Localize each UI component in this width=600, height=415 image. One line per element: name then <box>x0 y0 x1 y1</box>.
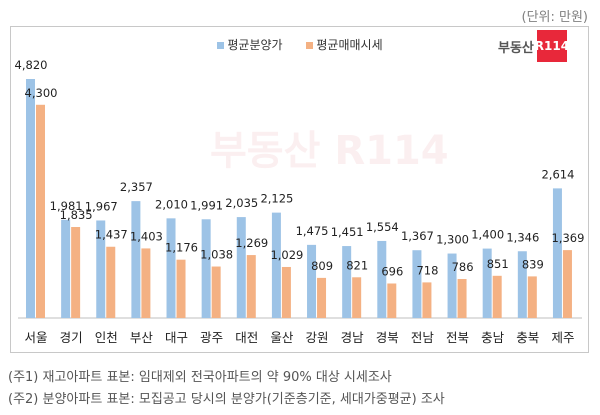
category-label: 인천 <box>95 330 118 345</box>
data-label: 1,403 <box>130 229 163 243</box>
unit-label: (단위: 만원) <box>521 10 589 25</box>
category-label: 광주 <box>200 330 223 345</box>
data-label: 4,820 <box>15 58 48 72</box>
data-label: 1,300 <box>436 233 469 247</box>
data-label: 2,010 <box>155 197 188 211</box>
data-label: 1,269 <box>235 236 268 250</box>
category-label: 대구 <box>165 330 188 345</box>
bar-avg-market-price <box>176 259 186 318</box>
category-label: 강원 <box>306 330 329 345</box>
data-label: 839 <box>522 257 544 271</box>
data-label: 1,038 <box>200 248 233 262</box>
data-label: 2,035 <box>225 196 258 210</box>
bar-avg-market-price <box>106 246 116 318</box>
bar-avg-sale-price <box>377 240 387 318</box>
logo-text: 부동산 <box>498 40 534 56</box>
legend-swatch <box>306 42 314 49</box>
legend-swatch <box>217 42 225 49</box>
data-label: 821 <box>346 258 368 272</box>
category-label: 충북 <box>516 330 539 345</box>
legend-label: 평균매매시세 <box>316 38 383 52</box>
bar-avg-sale-price <box>201 219 211 318</box>
bar-avg-sale-price <box>96 220 106 318</box>
data-label: 1,554 <box>366 220 399 234</box>
data-label: 809 <box>311 259 333 273</box>
data-label: 1,967 <box>85 199 118 213</box>
data-label: 1,475 <box>296 224 329 238</box>
bar-avg-market-price <box>422 282 432 318</box>
category-label: 서울 <box>24 330 47 345</box>
bar-avg-market-price <box>527 276 537 318</box>
data-label: 718 <box>416 263 438 277</box>
bar-avg-market-price <box>562 250 572 318</box>
category-label: 경기 <box>60 330 83 345</box>
bar-avg-market-price <box>457 279 467 318</box>
bar-avg-market-price <box>211 266 221 318</box>
data-label: 1,176 <box>165 241 198 255</box>
legend: 평균분양가 평균매매시세 <box>0 36 600 53</box>
category-label: 경남 <box>341 330 365 345</box>
data-label: 1,451 <box>331 225 364 239</box>
data-label: 1,981 <box>50 199 83 213</box>
bar-avg-sale-price <box>61 219 71 318</box>
category-label: 충남 <box>481 330 505 345</box>
bar-avg-sale-price <box>517 251 527 318</box>
data-label: 786 <box>452 260 474 274</box>
data-label: 1,367 <box>401 229 434 243</box>
chart-frame <box>10 26 589 353</box>
bar-avg-sale-price <box>482 248 492 318</box>
bar-avg-market-price <box>317 277 327 318</box>
data-label: 4,300 <box>25 86 58 100</box>
category-label: 대전 <box>235 330 258 345</box>
bar-avg-market-price <box>281 266 291 318</box>
bar-avg-sale-price <box>166 218 176 318</box>
category-label: 경북 <box>376 330 399 345</box>
data-label: 2,357 <box>120 180 153 194</box>
bar-avg-market-price <box>352 277 362 318</box>
legend-item: 평균분양가 <box>217 36 283 53</box>
data-label: 1,400 <box>471 228 504 242</box>
data-label: 2,614 <box>541 167 574 181</box>
bar-avg-sale-price <box>342 246 352 318</box>
category-label: 부산 <box>130 330 154 345</box>
data-label: 1,835 <box>60 208 93 222</box>
data-label: 2,125 <box>260 192 293 206</box>
watermark: 부동산 R114 <box>210 128 449 174</box>
category-label: 전남 <box>411 330 435 345</box>
bar-avg-market-price <box>141 248 151 318</box>
bar-avg-sale-price <box>236 217 246 318</box>
data-label: 851 <box>487 257 509 271</box>
category-label: 전북 <box>446 330 469 345</box>
data-label: 1,437 <box>95 228 128 242</box>
bar-avg-sale-price <box>26 79 35 318</box>
logo: 부동산 R114 <box>498 30 569 62</box>
footnote-1: (주1) 재고아파트 표본: 임대제외 전국아파트의 약 90% 대상 시세조사 <box>8 370 392 385</box>
data-label: 1,991 <box>190 198 223 212</box>
category-label: 울산 <box>270 330 294 345</box>
legend-label: 평균분양가 <box>227 38 283 52</box>
bar-avg-market-price <box>492 275 502 318</box>
data-label: 696 <box>381 264 403 278</box>
bar-avg-sale-price <box>552 188 562 318</box>
bar-avg-sale-price <box>412 250 422 318</box>
bar-avg-market-price <box>36 104 45 318</box>
legend-item: 평균매매시세 <box>306 36 383 53</box>
data-label: 1,346 <box>506 230 539 244</box>
bar-avg-market-price <box>246 255 256 318</box>
footnote-2: (주2) 분양아파트 표본: 모집공고 당시의 분양가(기준층기준, 세대가중평… <box>8 392 445 407</box>
bar-avg-sale-price <box>271 212 281 318</box>
bar-avg-market-price <box>71 227 81 318</box>
bar-avg-sale-price <box>131 201 141 318</box>
bar-avg-sale-price <box>307 244 317 318</box>
category-label: 제주 <box>551 330 574 345</box>
bar-avg-sale-price <box>447 253 457 318</box>
bar-avg-market-price <box>387 283 397 318</box>
data-label: 1,369 <box>551 231 584 245</box>
data-label: 1,029 <box>270 248 303 262</box>
logo-badge: R114 <box>535 30 569 62</box>
